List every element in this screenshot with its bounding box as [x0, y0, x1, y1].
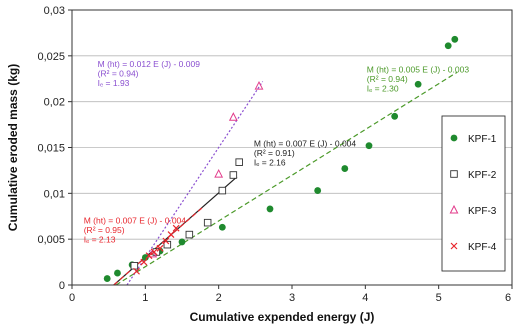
- legend-entry: KPF-2: [450, 170, 497, 181]
- data-point: [266, 205, 274, 213]
- data-point: [156, 244, 164, 252]
- annotation-line: Iₑ = 2.16: [254, 158, 286, 168]
- data-point: [145, 252, 153, 260]
- fit-line: [115, 71, 458, 286]
- data-point: [130, 262, 139, 270]
- data-point: [414, 80, 422, 88]
- data-point: [229, 171, 238, 179]
- annotation-line: (R² = 0.95): [84, 225, 125, 235]
- grid: [72, 55, 512, 240]
- data-point: [162, 237, 170, 245]
- data-point: [218, 186, 227, 195]
- data-point: [391, 112, 399, 120]
- annotations: M (ht) = 0.012 E (J) - 0.009(R² = 0.94)I…: [84, 59, 470, 245]
- data-point: [218, 223, 226, 231]
- x-tick-label: 2: [216, 292, 222, 304]
- annotation-line: Iₑ = 2.30: [367, 83, 399, 93]
- y-tick-label: 0,02: [44, 97, 65, 109]
- legend-label: KPF-2: [468, 170, 497, 181]
- data-point: [450, 134, 458, 142]
- x-tick-label: 3: [289, 292, 295, 304]
- data-point: [341, 165, 349, 172]
- data-point: [449, 204, 459, 214]
- annotation-line: (R² = 0.94): [98, 68, 139, 78]
- x-axis-title: Cumulative expended energy (J): [190, 310, 375, 324]
- data-point: [167, 231, 175, 239]
- data-point: [450, 242, 458, 250]
- fit-line: [126, 81, 264, 286]
- legend-label: KPF-1: [468, 134, 497, 145]
- data-point: [203, 218, 212, 227]
- x-tick-label: 0: [69, 292, 75, 304]
- y-tick-label: 0,01: [44, 188, 65, 200]
- fit-line: [113, 205, 205, 286]
- data-point: [140, 258, 148, 266]
- legend-entry: KPF-1: [450, 134, 497, 145]
- data-point: [314, 187, 322, 194]
- legend-label: KPF-4: [468, 242, 497, 253]
- data-point: [163, 240, 172, 249]
- data-point: [133, 267, 140, 275]
- annotation-line: M (ht) = 0.007 E (J) - 0.004: [254, 139, 357, 149]
- x-tick-label: 1: [142, 292, 148, 304]
- data-point: [235, 158, 243, 166]
- data-point: [114, 269, 121, 277]
- y-tick-label: 0,005: [37, 234, 65, 246]
- annotation-line: Iₑ = 1.93: [98, 78, 130, 88]
- annotation-line: (R² = 0.94): [367, 74, 408, 84]
- data-point: [172, 224, 180, 232]
- axes: 0 0,005 0,01 0,015 0,02 0,025 0,03 0 1 2 3 4 5 6: [37, 5, 513, 304]
- data-point: [103, 275, 111, 282]
- x-tick-label: 6: [505, 292, 511, 304]
- x-tick-label: 4: [362, 292, 368, 304]
- legend: KPF-1 KPF-2 KPF-3 KPF-4: [441, 115, 506, 272]
- legend-entry: KPF-4: [450, 242, 497, 253]
- plot-frame: [71, 9, 513, 286]
- data-point: [141, 254, 149, 261]
- data-point: [178, 238, 186, 246]
- annotation-line: Iₑ = 2.13: [84, 235, 116, 245]
- data-points: [103, 35, 459, 282]
- annotation-line: M (ht) = 0.005 E (J) - 0.003: [367, 64, 470, 74]
- data-point: [152, 248, 161, 256]
- data-point: [444, 42, 452, 50]
- data-point: [185, 230, 194, 239]
- data-point: [150, 248, 158, 256]
- y-tick-label: 0,015: [37, 143, 65, 155]
- y-tick-label: 0,03: [44, 5, 65, 17]
- data-point: [450, 170, 458, 178]
- y-axis-title: Cumulative eroded mass (kg): [6, 64, 20, 231]
- y-tick-label: 0: [59, 280, 65, 292]
- data-point: [254, 80, 264, 90]
- data-point: [228, 112, 238, 121]
- annotation-line: (R² = 0.91): [254, 148, 295, 158]
- y-tick-label: 0,025: [37, 51, 65, 63]
- annotation-line: M (ht) = 0.007 E (J) - 0.004: [84, 216, 187, 226]
- data-point: [214, 168, 224, 178]
- legend-label: KPF-3: [468, 206, 497, 217]
- legend-entry: KPF-3: [449, 204, 497, 217]
- data-point: [451, 35, 459, 43]
- annotation-line: M (ht) = 0.012 E (J) - 0.009: [98, 59, 201, 69]
- data-point: [365, 142, 373, 150]
- x-tick-label: 5: [436, 292, 442, 304]
